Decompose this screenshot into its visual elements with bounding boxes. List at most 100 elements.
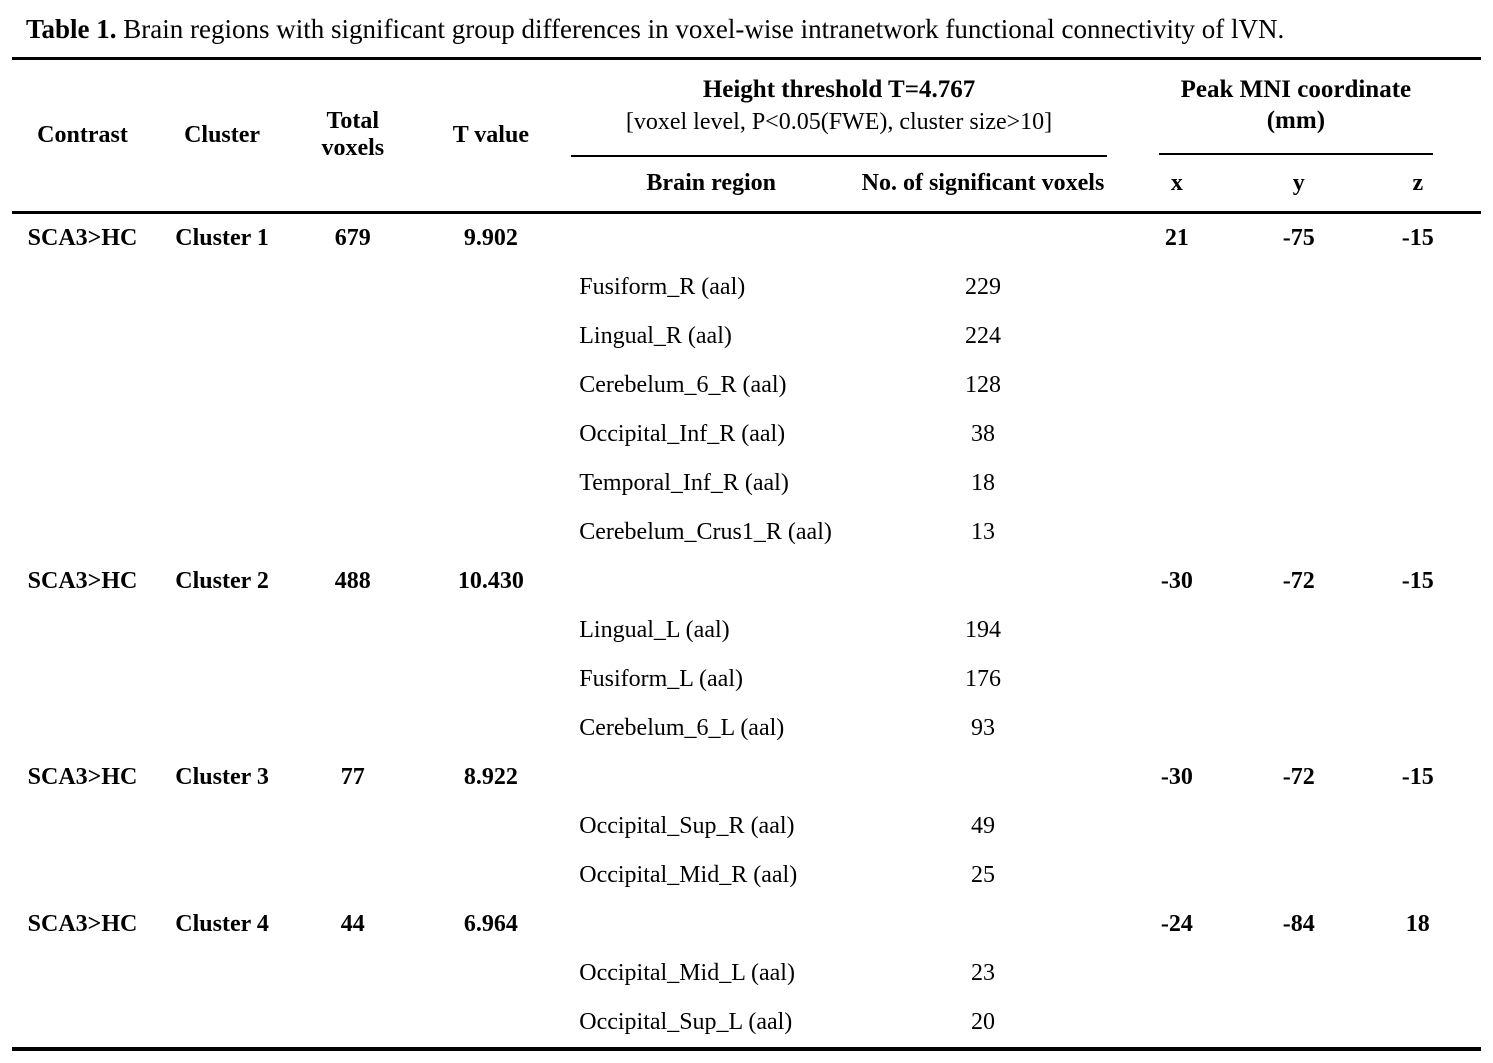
cell-cluster: Cluster 4 [175, 910, 269, 937]
cell-z [1355, 998, 1481, 1049]
cell-t-value: 6.964 [463, 910, 518, 937]
cell-brain-region: Fusiform_R (aal) [579, 273, 746, 300]
cell-x [1111, 851, 1243, 900]
cell-x [1111, 263, 1243, 312]
cell-t-value [414, 508, 567, 557]
cell-t-value: 9.902 [463, 224, 518, 251]
region-row: Temporal_Inf_R (aal) 18 [12, 459, 1481, 508]
col-header-z: z [1412, 169, 1424, 196]
cell-total-voxels [291, 508, 414, 557]
cluster-row: SCA3>HC Cluster 1 679 9.902 21 -75 -15 [12, 212, 1481, 263]
cell-total-voxels: 488 [334, 567, 371, 594]
cell-contrast [12, 263, 153, 312]
cell-t-value [414, 998, 567, 1049]
cell-voxels: 18 [970, 469, 995, 496]
cell-contrast: SCA3>HC [27, 910, 138, 937]
cell-total-voxels [291, 949, 414, 998]
cell-total-voxels [291, 459, 414, 508]
cell-y [1243, 802, 1355, 851]
cell-contrast [12, 802, 153, 851]
cell-z [1355, 263, 1481, 312]
cell-voxels: 194 [964, 616, 1001, 643]
header-group-row: Contrast Cluster Total voxels T value He… [12, 59, 1481, 161]
cell-brain-region: Temporal_Inf_R (aal) [579, 469, 789, 496]
region-row: Occipital_Mid_R (aal) 25 [12, 851, 1481, 900]
region-row: Lingual_L (aal) 194 [12, 606, 1481, 655]
cell-voxels [855, 212, 1111, 263]
cell-cluster [153, 508, 291, 557]
cell-total-voxels: 77 [340, 763, 365, 790]
cell-voxels [855, 753, 1111, 802]
table-header: Contrast Cluster Total voxels T value He… [12, 59, 1481, 213]
cell-cluster [153, 998, 291, 1049]
cell-cluster [153, 851, 291, 900]
cell-y: -72 [1282, 763, 1315, 790]
cell-x [1111, 312, 1243, 361]
cell-t-value: 8.922 [463, 763, 518, 790]
cell-brain-region: Occipital_Sup_R (aal) [579, 812, 795, 839]
cell-t-value [414, 459, 567, 508]
cell-x [1111, 606, 1243, 655]
cell-y: -75 [1282, 224, 1315, 251]
col-group-height-threshold: Height threshold T=4.767 [voxel level, P… [567, 59, 1111, 157]
region-row: Cerebelum_6_R (aal) 128 [12, 361, 1481, 410]
cell-cluster [153, 361, 291, 410]
cell-y [1243, 704, 1355, 753]
cell-contrast [12, 312, 153, 361]
cell-cluster: Cluster 3 [175, 763, 269, 790]
cell-brain-region [567, 900, 855, 949]
cell-x [1111, 459, 1243, 508]
cell-cluster [153, 606, 291, 655]
cell-total-voxels [291, 998, 414, 1049]
cell-voxels: 20 [970, 1008, 995, 1035]
cell-total-voxels: 679 [334, 224, 371, 251]
cell-cluster: Cluster 1 [175, 224, 269, 251]
table-body: SCA3>HC Cluster 1 679 9.902 21 -75 -15 Fusiform… [12, 212, 1481, 1049]
cell-y [1243, 312, 1355, 361]
cell-cluster [153, 312, 291, 361]
cell-voxels [855, 900, 1111, 949]
cell-t-value [414, 606, 567, 655]
cell-voxels: 49 [970, 812, 995, 839]
cell-t-value [414, 361, 567, 410]
cell-total-voxels [291, 606, 414, 655]
cell-contrast [12, 949, 153, 998]
cell-x [1111, 802, 1243, 851]
cell-contrast: SCA3>HC [27, 224, 138, 251]
cell-z [1355, 949, 1481, 998]
table-caption-text: Brain regions with significant group dif… [116, 14, 1285, 44]
cell-t-value [414, 802, 567, 851]
cell-y [1243, 410, 1355, 459]
cell-voxels: 25 [970, 861, 995, 888]
height-threshold-subtitle: [voxel level, P<0.05(FWE), cluster size>… [625, 109, 1053, 136]
cell-brain-region: Fusiform_L (aal) [579, 665, 743, 692]
cell-z [1355, 851, 1481, 900]
cell-y [1243, 949, 1355, 998]
cell-x [1111, 998, 1243, 1049]
col-header-x: x [1170, 169, 1183, 196]
col-header-no-voxels: No. of significant voxels [861, 169, 1105, 196]
cluster-row: SCA3>HC Cluster 3 77 8.922 -30 -72 -15 [12, 753, 1481, 802]
cell-total-voxels [291, 802, 414, 851]
table-number: Table 1. [26, 14, 117, 44]
cell-contrast [12, 606, 153, 655]
cell-contrast [12, 998, 153, 1049]
cell-x: -24 [1160, 910, 1193, 937]
cell-cluster [153, 802, 291, 851]
cell-t-value: 10.430 [457, 567, 524, 594]
cell-total-voxels [291, 851, 414, 900]
cell-z: -15 [1401, 567, 1434, 594]
cell-y: -72 [1282, 567, 1315, 594]
header-sub-row: Brain region No. of significant voxels x… [12, 157, 1481, 213]
cell-x [1111, 361, 1243, 410]
cell-cluster [153, 704, 291, 753]
cell-cluster [153, 949, 291, 998]
cell-total-voxels [291, 263, 414, 312]
cell-voxels: 23 [970, 959, 995, 986]
col-group-peak-mni: Peak MNI coordinate (mm) [1111, 59, 1481, 157]
cell-brain-region: Cerebelum_Crus1_R (aal) [579, 518, 832, 545]
cell-cluster: Cluster 2 [175, 567, 269, 594]
cell-total-voxels [291, 361, 414, 410]
cell-t-value [414, 312, 567, 361]
